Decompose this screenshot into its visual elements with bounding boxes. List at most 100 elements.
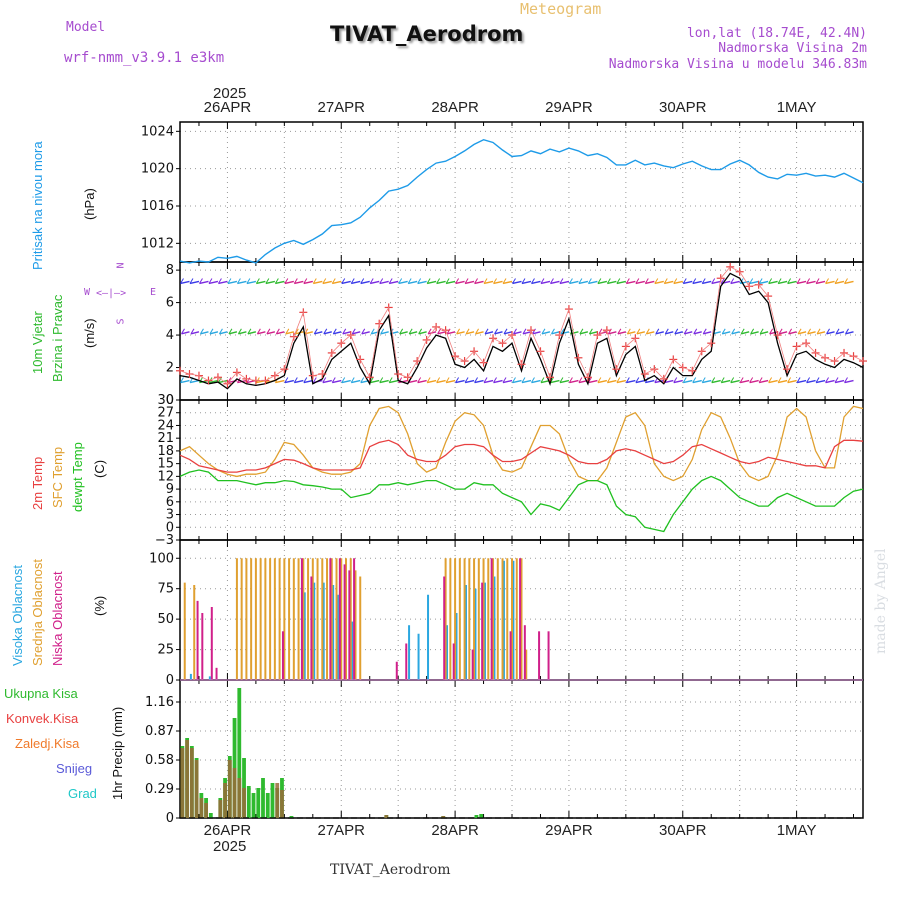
wind-barb <box>284 280 294 285</box>
wind-barb-flag <box>426 278 431 284</box>
model-version: wrf-nmm_v3.9.1 e3km <box>64 50 225 66</box>
wind-barb-flag <box>826 328 830 335</box>
wind-barb <box>635 379 645 384</box>
wind-barb-flag <box>342 328 347 335</box>
ytick-label: 0 <box>166 811 174 826</box>
day-label: 27APR <box>317 99 366 116</box>
wind-barb <box>607 280 617 285</box>
wind-barb-flag <box>692 377 697 383</box>
wind-barb <box>844 280 854 285</box>
ytick-label: −3 <box>155 533 174 548</box>
precip-convective-bar <box>204 803 208 818</box>
wind-barb <box>332 379 342 384</box>
footer-station: TIVAT_Aerodrom <box>330 862 451 878</box>
wind-barb-flag <box>398 377 403 383</box>
wind-barb-flag <box>682 377 687 383</box>
wind-barb <box>474 379 484 384</box>
wind-barb-flag <box>360 377 365 383</box>
wind-barb <box>256 280 266 285</box>
sfc-temp-line <box>179 405 864 482</box>
day-label: 29APR <box>545 99 593 116</box>
wind-barb-flag <box>474 377 478 383</box>
wind-barb-flag <box>541 328 546 335</box>
wind-barb-flag <box>181 328 185 335</box>
wind-barb <box>787 379 797 384</box>
wind-barb-flag <box>227 377 232 383</box>
precip-total-bar <box>237 688 242 818</box>
ytick-label: 0.58 <box>145 753 174 768</box>
wind-barb-flag <box>711 377 716 383</box>
wind-barb <box>351 280 361 285</box>
wind-barb <box>684 331 693 335</box>
ytick-label: 4 <box>166 328 174 343</box>
wind-barb-flag <box>796 278 801 284</box>
wind-barb-flag <box>180 377 184 383</box>
wind-barb <box>227 280 238 285</box>
wind-barb <box>616 379 626 384</box>
wind-barb <box>607 379 617 384</box>
wind-barb-flag <box>568 377 573 383</box>
day-label: 1MAY <box>776 822 817 839</box>
wind-barb <box>237 280 247 285</box>
wind-barb <box>238 331 247 335</box>
wind-barb <box>208 379 219 384</box>
wind-barb <box>588 280 598 285</box>
wind-barb-flag <box>256 328 261 335</box>
wind-barb-flag <box>332 328 337 335</box>
wind-barb-flag <box>493 377 497 383</box>
wind-barb-flag <box>778 328 783 335</box>
wind-barb <box>389 280 399 285</box>
compass-east: E <box>150 287 157 298</box>
wind-barb-flag <box>768 377 773 383</box>
ytick-label: 27 <box>157 406 174 421</box>
wind-barb <box>200 331 209 335</box>
wind-barb <box>455 379 465 384</box>
wind-barb <box>208 280 219 285</box>
wind-barb-flag <box>284 377 289 383</box>
wind-barb-flag <box>218 278 222 284</box>
wind-barb-flag <box>559 278 564 284</box>
wind-barb-flag <box>787 278 792 284</box>
wind-barb <box>512 280 522 285</box>
wind-barb <box>721 379 731 384</box>
wind-barb-flag <box>408 328 413 335</box>
wind-barb <box>597 379 608 384</box>
wind-barb-flag <box>285 328 290 335</box>
wind-barb <box>768 280 778 285</box>
wind-barb <box>560 331 570 335</box>
lonlat-label: lon,lat (18.74E, 42.4N) <box>686 26 867 41</box>
wind-barb-flag <box>625 278 630 284</box>
wind-barb <box>806 280 816 285</box>
wind-barb <box>275 379 285 384</box>
wind-barb <box>588 379 598 384</box>
elevation-label: Nadmorska Visina 2m <box>718 41 867 56</box>
wind-barb <box>693 331 702 335</box>
wind-barb <box>445 379 456 384</box>
wind-barb <box>749 280 759 285</box>
wind-barb-flag <box>531 377 535 383</box>
wind-barb-flag <box>180 278 184 284</box>
wind-barb <box>464 280 475 285</box>
wind-barb <box>247 331 257 335</box>
wind-barb-flag <box>388 278 393 284</box>
precip-total-bar <box>270 783 275 818</box>
wind-barb-flag <box>597 278 602 284</box>
wind-barb <box>807 331 816 335</box>
wind-barb-flag <box>682 278 687 284</box>
day-label: 28APR <box>431 822 479 839</box>
wind-barb <box>664 379 674 384</box>
wind-barb <box>664 280 674 285</box>
wind-barb <box>826 331 835 335</box>
wind-barb <box>474 280 484 285</box>
wind-barb-flag <box>236 278 241 284</box>
wind-barb <box>834 379 845 384</box>
day-label: 1MAY <box>776 99 817 116</box>
wind-barb <box>645 280 655 285</box>
ytick-label: 15 <box>157 457 174 472</box>
wind-barb <box>360 280 370 285</box>
ytick-label: 1.16 <box>145 695 174 710</box>
wind-barb-flag <box>255 278 260 284</box>
wind-barb <box>569 379 579 384</box>
ytick-label: 100 <box>149 551 174 566</box>
wind-barb-flag <box>702 328 707 335</box>
